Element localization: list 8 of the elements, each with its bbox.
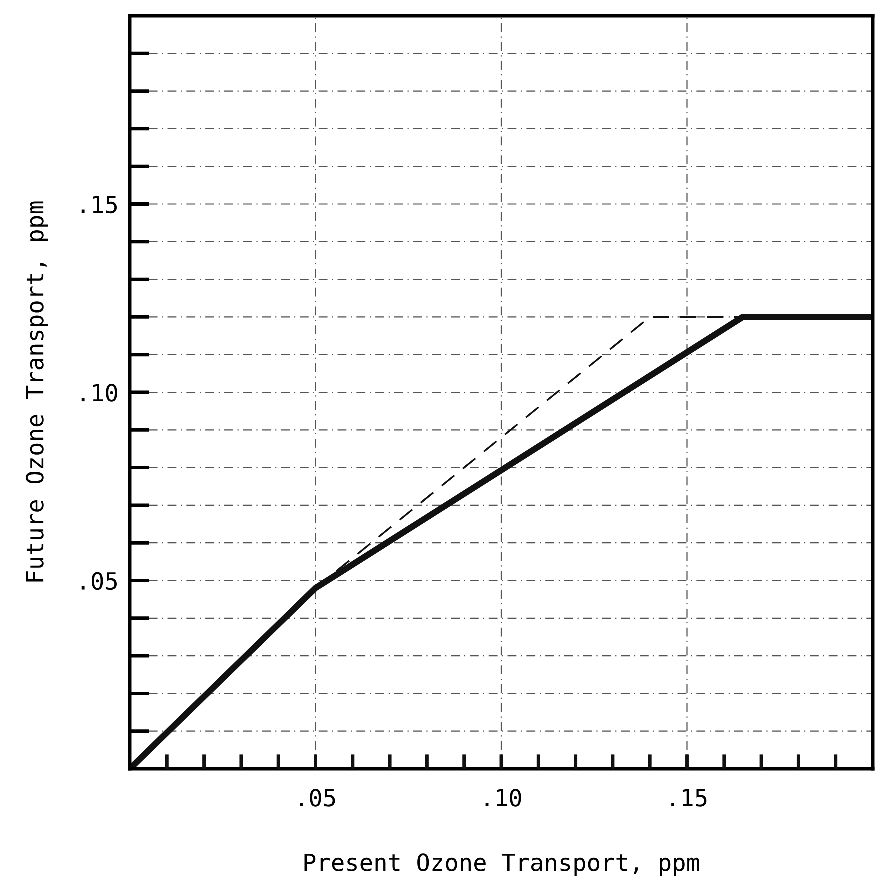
y-tick-label: .10 [82,384,118,402]
y-tick-label: .15 [82,196,117,214]
x-axis-title: Present Ozone Transport, ppm [304,854,700,876]
x-tick-label: .15 [672,789,707,807]
y-axis-title: Future Ozone Transport, ppm [26,202,48,582]
x-tick-label: .05 [300,788,336,807]
y-tick-label: .05 [82,572,117,590]
x-tick-label: .10 [486,788,522,807]
